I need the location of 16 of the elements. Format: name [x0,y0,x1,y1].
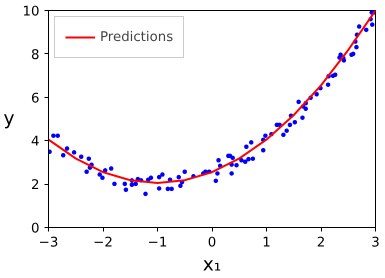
x-tick-label: −2 [93,236,113,250]
y-tick-label: 8 [31,48,40,63]
x-tick-label: 3 [371,236,380,250]
y-tick-label: 6 [31,91,40,106]
x-tick-label: 1 [262,236,271,250]
x-tick-label: −3 [38,236,58,250]
legend-label: Predictions [100,30,174,44]
x-tick-label: 2 [316,236,326,250]
y-tick-label: 2 [31,178,40,194]
y-axis-title: y [4,108,15,130]
y-tick-label: 10 [22,4,40,20]
y-tick-label: 0 [31,222,40,236]
y-tick-label: 4 [31,134,40,150]
x-tick-label: −1 [148,236,168,250]
x-tick-label: 0 [208,236,216,250]
x-axis-title: x₁ [202,254,222,276]
